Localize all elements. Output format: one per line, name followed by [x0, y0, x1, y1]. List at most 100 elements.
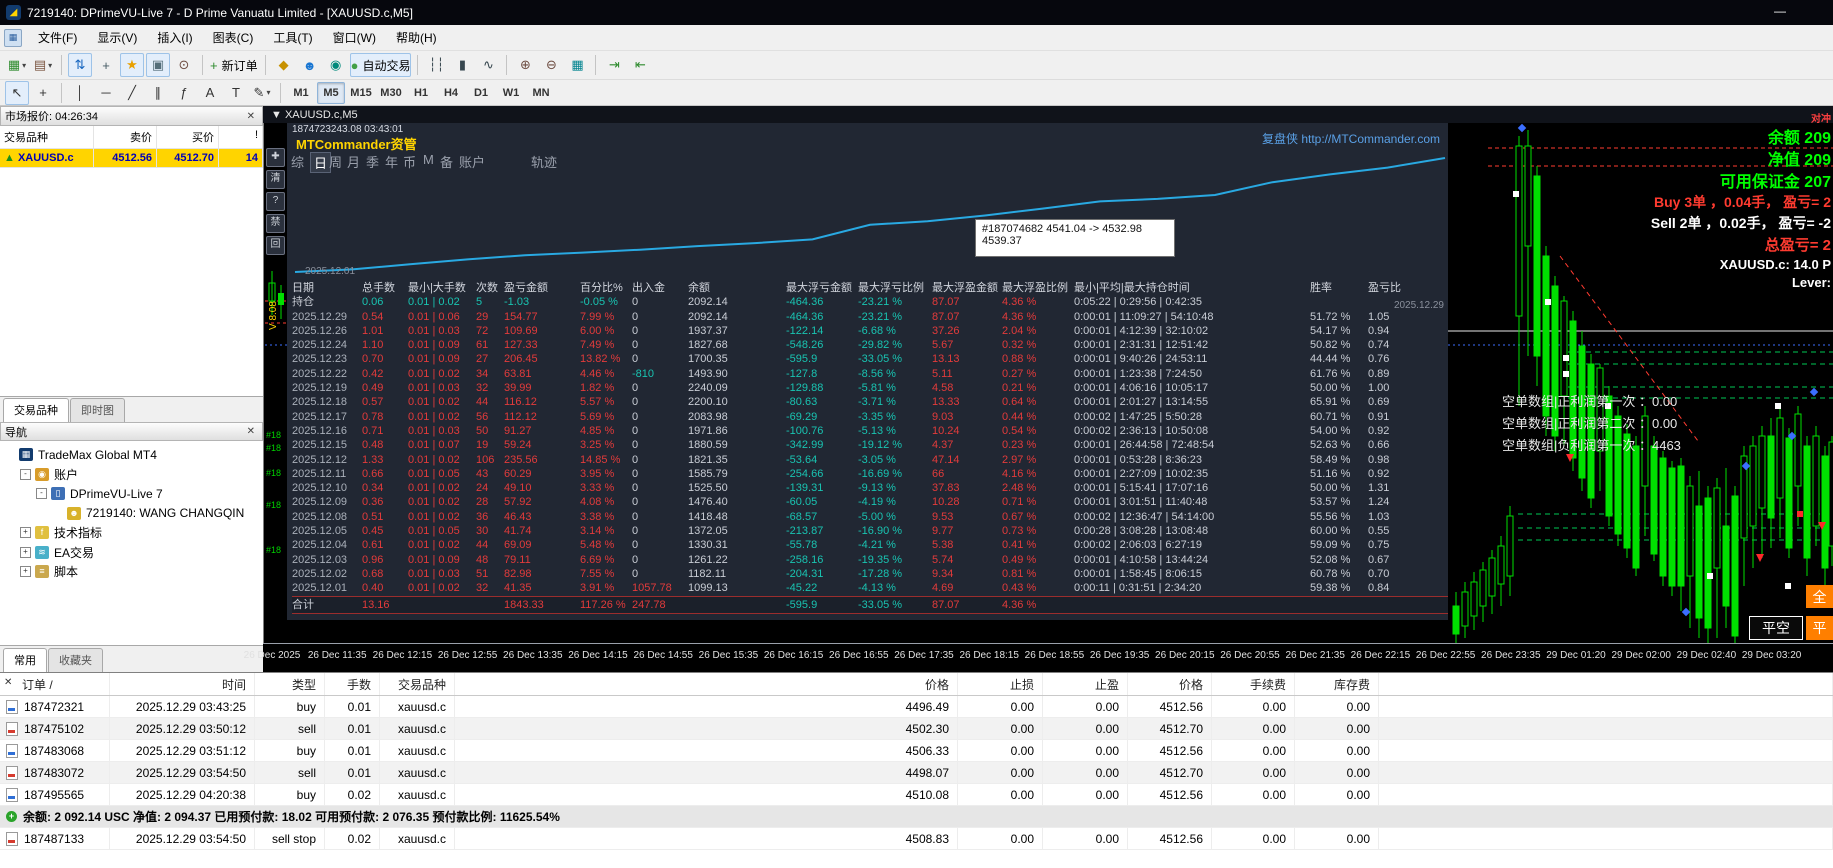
orders-column-header[interactable]: 交易品种 — [380, 673, 455, 695]
data-window-icon[interactable]: + — [94, 53, 118, 77]
timeframe-mn[interactable]: MN — [527, 82, 555, 104]
move-icon[interactable]: ✚ — [266, 148, 285, 167]
market-watch-column-header[interactable]: 交易品种 — [0, 126, 94, 149]
order-row[interactable]: 1874830682025.12.29 03:51:12buy0.01xauus… — [0, 740, 1833, 762]
new-chart-icon[interactable]: ▦▾ — [5, 53, 29, 77]
vline-tool[interactable]: │ — [68, 81, 92, 105]
menu-item[interactable]: 插入(I) — [147, 28, 202, 48]
tree-expand-icon[interactable]: + — [20, 527, 31, 538]
signals-icon[interactable]: ◉ — [324, 53, 348, 77]
mtc-tab-轨迹[interactable]: 轨迹 — [531, 152, 557, 171]
navigator-icon[interactable]: ★ — [120, 53, 144, 77]
symbol-cell[interactable]: ▲ XAUUSD.c — [0, 149, 94, 168]
orders-column-header[interactable]: 价格 — [1128, 673, 1212, 695]
mtc-tab-年[interactable]: 年 — [385, 152, 398, 171]
navigator-item-user[interactable]: ☻7219140: WANG CHANGQIN — [4, 504, 263, 524]
crosshair-tool[interactable]: + — [31, 81, 55, 105]
line-chart-icon[interactable]: ∿ — [476, 53, 500, 77]
minimize-button[interactable]: — — [1765, 0, 1795, 25]
menu-item[interactable]: 图表(C) — [203, 28, 264, 48]
order-row[interactable]: 1874751022025.12.29 03:50:12sell0.01xauu… — [0, 718, 1833, 740]
candle-chart-icon[interactable]: ▮ — [450, 53, 474, 77]
orders-column-header[interactable]: 止损 — [958, 673, 1043, 695]
timeframe-m1[interactable]: M1 — [287, 82, 315, 104]
auto-scroll-icon[interactable]: ⇥ — [602, 53, 626, 77]
tree-expand-icon[interactable]: - — [36, 488, 47, 499]
shapes-tool[interactable]: ✎▾ — [250, 81, 274, 105]
tab-收藏夹[interactable]: 收藏夹 — [48, 648, 103, 672]
close-all-button[interactable]: 全 — [1806, 585, 1833, 608]
mtc-tab-币[interactable]: 币 — [403, 152, 416, 171]
close-icon[interactable]: ✕ — [244, 111, 258, 122]
close-icon[interactable]: ✕ — [4, 677, 12, 688]
timeframe-m15[interactable]: M15 — [347, 82, 375, 104]
market-watch-column-header[interactable]: 卖价 — [94, 126, 157, 149]
dropdown-arrow-icon[interactable]: ▾ — [266, 88, 270, 97]
order-row[interactable]: 1874955652025.12.29 04:20:38buy0.02xauus… — [0, 784, 1833, 806]
tab-常用[interactable]: 常用 — [3, 648, 47, 672]
bar-chart-icon[interactable]: ┆┆ — [424, 53, 448, 77]
arrow-tool[interactable]: T — [224, 81, 248, 105]
new-order-button[interactable]: +新订单 — [209, 53, 259, 77]
close-short-button[interactable]: 平空 — [1749, 616, 1803, 640]
restore-icon[interactable]: 回 — [266, 236, 285, 255]
channel-tool[interactable]: ∥ — [146, 81, 170, 105]
dropdown-arrow-icon[interactable]: ▾ — [48, 61, 52, 70]
mtc-tab-M[interactable]: M — [423, 152, 434, 167]
menu-item[interactable]: 工具(T) — [263, 28, 322, 48]
metaeditor-icon[interactable]: ◆ — [272, 53, 296, 77]
autotrading-button[interactable]: ●自动交易 — [350, 53, 412, 77]
text-tool[interactable]: A — [198, 81, 222, 105]
close-icon[interactable]: ✕ — [244, 426, 258, 437]
bid-cell[interactable]: 4512.56 — [94, 149, 157, 168]
options-icon[interactable]: ☻ — [298, 53, 322, 77]
orders-column-header[interactable]: 时间 — [110, 673, 255, 695]
tree-expand-icon[interactable]: - — [20, 469, 31, 480]
timeframe-w1[interactable]: W1 — [497, 82, 525, 104]
strategy-tester-icon[interactable]: ⊙ — [172, 53, 196, 77]
orders-column-header[interactable]: 止盈 — [1043, 673, 1128, 695]
chart-shift-icon[interactable]: ⇤ — [628, 53, 652, 77]
cursor-tool[interactable]: ↖ — [5, 81, 29, 105]
market-watch-column-header[interactable]: 买价 — [157, 126, 219, 149]
timeframe-m30[interactable]: M30 — [377, 82, 405, 104]
orders-column-header[interactable]: 手续费 — [1212, 673, 1295, 695]
mtc-tab-月[interactable]: 月 — [347, 152, 360, 171]
timeframe-d1[interactable]: D1 — [467, 82, 495, 104]
tree-expand-icon[interactable]: + — [20, 566, 31, 577]
help-icon[interactable]: ? — [266, 192, 285, 211]
timeframe-m5[interactable]: M5 — [317, 82, 345, 104]
menu-item[interactable]: 显示(V) — [87, 28, 147, 48]
mtc-tab-备[interactable]: 备 — [440, 152, 453, 171]
mtc-tab-综[interactable]: 综 — [291, 152, 304, 171]
zoom-out-icon[interactable]: ⊖ — [539, 53, 563, 77]
mtc-tab-日[interactable]: 日 — [310, 152, 331, 173]
fibonacci-tool[interactable]: ƒ — [172, 81, 196, 105]
orders-column-header[interactable]: 订单 / — [0, 673, 110, 695]
forbid-icon[interactable]: 禁 — [266, 214, 285, 233]
mtc-tab-季[interactable]: 季 — [366, 152, 379, 171]
tree-expand-icon[interactable]: + — [20, 547, 31, 558]
tile-windows-icon[interactable]: ▦ — [565, 53, 589, 77]
menu-item[interactable]: 窗口(W) — [323, 28, 386, 48]
hline-tool[interactable]: ─ — [94, 81, 118, 105]
navigator-item-ea[interactable]: +≋EA交易 — [4, 543, 263, 563]
order-row[interactable]: 1874871332025.12.29 03:54:50sell stop0.0… — [0, 828, 1833, 850]
orders-column-header[interactable]: 库存费 — [1295, 673, 1379, 695]
order-row[interactable]: 1874723212025.12.29 03:43:25buy0.01xauus… — [0, 696, 1833, 718]
navigator-item-server[interactable]: -▯DPrimeVU-Live 7 — [4, 484, 263, 504]
zoom-in-icon[interactable]: ⊕ — [513, 53, 537, 77]
mtc-tab-账户[interactable]: 账户 — [459, 152, 485, 171]
ask-cell[interactable]: 4512.70 — [157, 149, 219, 168]
dropdown-arrow-icon[interactable]: ▾ — [22, 61, 26, 70]
menu-item[interactable]: 帮助(H) — [386, 28, 447, 48]
market-watch-icon[interactable]: ⇅ — [68, 53, 92, 77]
mtcommander-link[interactable]: 复盘侠 http://MTCommander.com — [1262, 130, 1440, 147]
navigator-item-indicator[interactable]: +f技术指标 — [4, 523, 263, 543]
orders-column-header[interactable]: 价格 — [455, 673, 958, 695]
orders-column-header[interactable]: 手数 — [325, 673, 380, 695]
trendline-tool[interactable]: ╱ — [120, 81, 144, 105]
navigator-item-accounts[interactable]: -◉账户 — [4, 465, 263, 485]
tab-交易品种[interactable]: 交易品种 — [3, 398, 69, 422]
terminal-icon[interactable]: ▣ — [146, 53, 170, 77]
